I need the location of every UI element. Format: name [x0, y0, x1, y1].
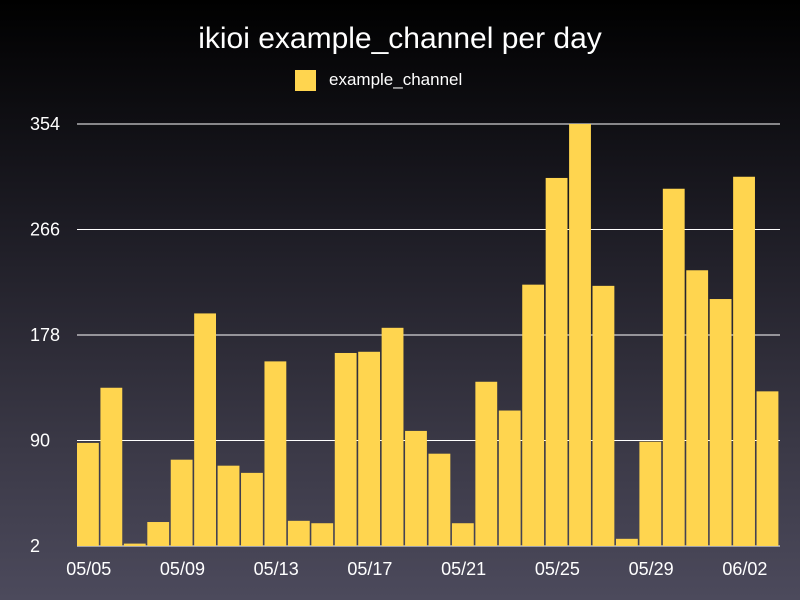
y-tick-label: 90: [30, 431, 50, 451]
x-tick-label: 05/25: [535, 559, 580, 579]
bar: [686, 270, 708, 546]
y-tick-label: 266: [30, 220, 60, 240]
y-tick-label: 354: [30, 114, 60, 134]
bar: [546, 178, 568, 546]
x-tick-label: 05/29: [629, 559, 674, 579]
bar: [335, 353, 357, 546]
x-axis-ticks: 05/05 05/09 05/13 05/17 05/21 05/25 05/29 06/02: [66, 559, 767, 579]
bar: [218, 466, 240, 546]
bar: [194, 313, 216, 546]
x-tick-label: 05/21: [441, 559, 486, 579]
bar: [241, 473, 263, 546]
bar: [663, 189, 685, 546]
bar: [171, 460, 193, 546]
x-tick-label: 05/13: [254, 559, 299, 579]
bar: [288, 521, 310, 546]
y-tick-label: 178: [30, 325, 60, 345]
bar: [452, 523, 474, 546]
x-tick-label: 05/09: [160, 559, 205, 579]
y-tick-label: 2: [30, 536, 40, 556]
bar: [124, 544, 146, 546]
bar: [147, 522, 169, 546]
bar: [639, 442, 661, 546]
bar: [405, 431, 427, 546]
bar: [358, 352, 380, 546]
bar: [429, 454, 451, 546]
y-axis-ticks: 2 90 178 266 354: [30, 114, 60, 556]
x-tick-label: 05/17: [347, 559, 392, 579]
bar: [264, 361, 286, 546]
bar: [499, 411, 521, 546]
bar: [733, 177, 755, 546]
x-tick-label: 05/05: [66, 559, 111, 579]
bar: [77, 443, 99, 546]
bar: [382, 328, 404, 546]
bar: [569, 124, 591, 546]
bar: [757, 391, 779, 546]
bar: [475, 382, 497, 546]
bar: [710, 299, 732, 546]
bar: [593, 286, 615, 546]
bar: [311, 523, 333, 546]
bar: [100, 388, 122, 546]
x-tick-label: 06/02: [722, 559, 767, 579]
bar: [522, 285, 544, 546]
bar: [616, 539, 638, 546]
